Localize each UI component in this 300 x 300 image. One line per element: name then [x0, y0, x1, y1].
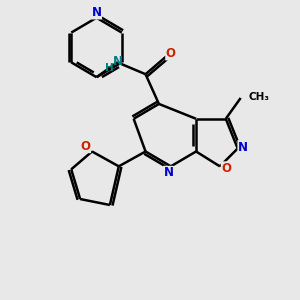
Text: O: O — [166, 47, 176, 60]
Text: O: O — [80, 140, 91, 153]
Text: O: O — [221, 162, 231, 175]
Text: N: N — [113, 55, 123, 68]
Text: CH₃: CH₃ — [249, 92, 270, 101]
Text: N: N — [164, 167, 173, 179]
Text: N: N — [92, 6, 101, 19]
Text: H: H — [105, 63, 113, 73]
Text: N: N — [238, 140, 248, 154]
